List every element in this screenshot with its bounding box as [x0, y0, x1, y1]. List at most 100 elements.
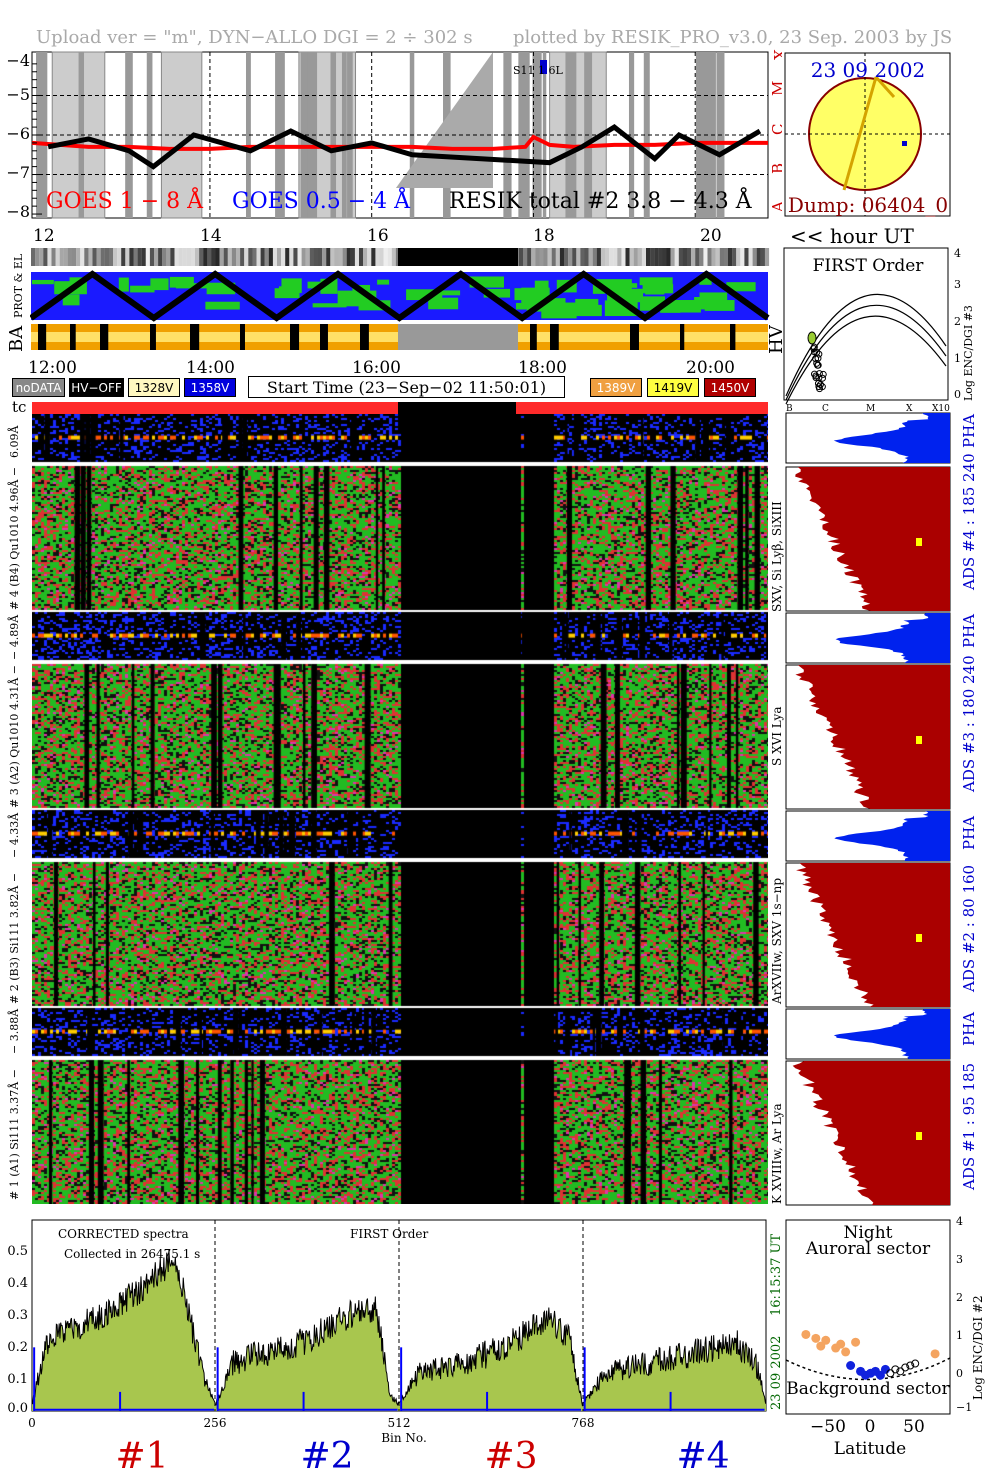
goes-05-4-legend: GOES 0.5 − 4 Å — [232, 186, 411, 214]
prot-el-green-cell — [469, 276, 504, 288]
auroral-point — [836, 1339, 846, 1349]
prot-el-green-cell — [62, 294, 80, 306]
gray-strip-cell — [154, 248, 159, 266]
sun-position-marker — [902, 141, 907, 146]
ba-black-interval — [190, 324, 200, 350]
gray-strip-cell — [281, 248, 286, 266]
prot-el-zigzag — [30, 270, 770, 322]
spectrum-lines — [31, 1250, 767, 1407]
gray-strip-cell — [391, 248, 396, 266]
spectrum-ytick: 0.4 — [7, 1276, 28, 1291]
gray-strip-cell — [227, 248, 232, 266]
prot-el-green-cell — [205, 301, 240, 310]
goes-gray-band — [125, 52, 133, 218]
gray-strip-cell — [207, 248, 212, 266]
ba-black-interval — [320, 324, 328, 350]
ba-black-interval — [290, 324, 300, 350]
first-order-point — [818, 374, 826, 382]
gray-strip-cell — [764, 248, 770, 266]
gray-strip-cell — [654, 248, 659, 266]
spectrum-ytick: 0.0 — [7, 1401, 28, 1416]
spectrogram-stack — [32, 414, 768, 1204]
channel2-ads: ADS #2 : 80 160 — [960, 864, 978, 992]
latitude-ytick: 2 — [956, 1291, 963, 1304]
ba-black-interval — [730, 324, 736, 350]
ads-marker — [916, 1132, 922, 1140]
gray-strip-cell — [309, 248, 314, 266]
prot-el-green-cell — [31, 279, 54, 285]
gray-strip-cell — [596, 248, 601, 266]
gray-strip-cell — [543, 248, 548, 266]
goes-panel: −4 −5 −6 −7 −8 X M C B A S11 1 6L GOES 1… — [6, 49, 782, 220]
gray-strip-cell — [174, 248, 179, 266]
gray-strip-cell — [736, 248, 741, 266]
hour-tick: 20 — [700, 226, 722, 246]
legend-1358v: 1358V — [184, 378, 236, 397]
gray-strip-cell — [301, 248, 306, 266]
gray-strip-cell — [682, 248, 688, 266]
gray-strip-cell — [223, 248, 228, 266]
prot-el-green-cell — [689, 302, 729, 310]
gray-strip-cell — [375, 248, 380, 266]
first-order-point — [815, 370, 823, 378]
first-order-point — [807, 331, 817, 345]
gray-strip-cell — [141, 248, 146, 266]
ba-black-interval — [630, 324, 639, 350]
gray-strip-cell — [646, 248, 651, 266]
first-order-point — [812, 355, 820, 363]
gray-strip-cell — [572, 248, 577, 266]
ba-black-interval — [70, 324, 76, 350]
resik-total-line — [47, 124, 762, 170]
first-order-point — [816, 381, 824, 389]
spectrum-label-1: #1 — [115, 1436, 168, 1477]
gray-strip-cell — [367, 248, 372, 266]
gray-strip-cell — [260, 248, 265, 266]
gray-strip-cell — [231, 248, 237, 266]
gray-strip-cell — [760, 248, 765, 266]
auroral-point — [930, 1349, 940, 1359]
gray-strip-cell — [277, 248, 282, 266]
first-order-point — [813, 359, 821, 367]
gray-strip-cell — [600, 248, 606, 266]
background-point — [880, 1364, 890, 1374]
gray-strip-cell — [625, 248, 630, 266]
gray-strip-cell — [592, 248, 597, 266]
spectrum-order: FIRST Order — [350, 1227, 428, 1241]
first-ylabel: Log ENC/DGI #3 — [962, 305, 975, 401]
gray-strip-cell — [108, 248, 114, 266]
gray-strip-cell — [203, 248, 208, 266]
sun-dump: Dump: 06404_0 — [788, 193, 948, 217]
time-tick: 20:00 — [686, 358, 735, 378]
prot-el-green-cell — [726, 282, 756, 292]
prot-el-green-cell — [278, 286, 295, 299]
prot-el-green-cell — [699, 277, 712, 285]
gray-strip-cell — [715, 248, 720, 266]
sun-panel: 23 09 2002 Dump: 06404_0 — [784, 52, 951, 217]
first-order-curve — [785, 304, 947, 401]
gray-strip-cell — [695, 248, 700, 266]
legend-start-time: Start Time (23−Sep−02 11:50:01) — [248, 376, 565, 398]
gray-strip-cell — [76, 248, 81, 266]
gray-strip-cell — [637, 248, 642, 266]
gray-strip-cell — [350, 248, 355, 266]
ba-black-interval — [530, 324, 537, 350]
gray-strip-cell — [149, 248, 155, 266]
gray-strip-cell — [707, 248, 712, 266]
goes-ytick: −4 — [6, 51, 30, 70]
first-ytick: 2 — [954, 315, 961, 328]
gray-strip-cell — [699, 248, 704, 266]
gray-strip-cell — [605, 248, 610, 266]
prot-el-label: PROT & EL — [12, 253, 25, 318]
auroral-point — [801, 1329, 811, 1339]
gray-strip-cell — [670, 248, 675, 266]
spectrum-xlabel: Bin No. — [381, 1431, 427, 1445]
goes-gray-band — [628, 52, 635, 218]
gray-strip-cell — [72, 248, 77, 266]
gray-strip-cell — [555, 248, 560, 266]
status-strips — [30, 248, 770, 350]
gray-strip-cell — [379, 248, 384, 266]
gray-strip-cell — [674, 248, 679, 266]
time-tick: 14:00 — [186, 358, 235, 378]
channel3-pha-label: − 4.89Å — [8, 614, 21, 660]
goes-gray-band — [698, 52, 710, 218]
